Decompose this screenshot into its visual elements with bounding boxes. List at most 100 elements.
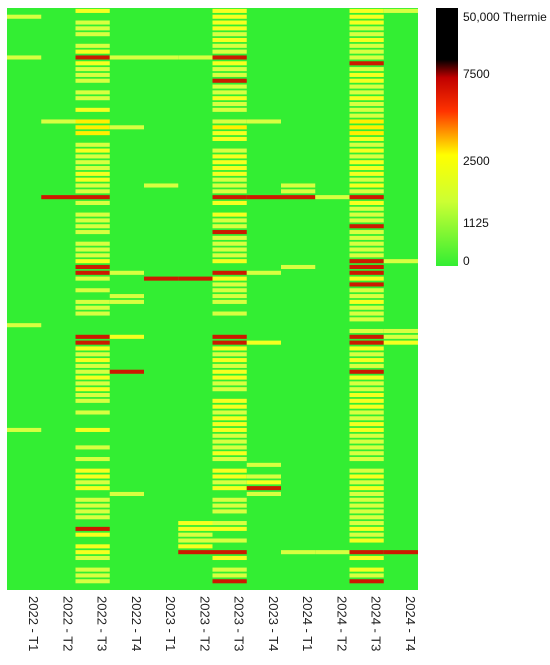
heatmap-cell — [212, 61, 247, 66]
heatmap-cell — [315, 195, 350, 200]
heatmap-cell — [212, 375, 247, 380]
heatmap-cell — [75, 32, 110, 37]
heatmap-cell — [212, 439, 247, 444]
heatmap-cell — [349, 363, 384, 368]
heatmap-cell — [212, 457, 247, 462]
heatmap-cell — [212, 218, 247, 223]
x-tick-labels: 2022 - T1 2022 - T2 2022 - T3 2022 - T4 2023… — [26, 596, 418, 651]
heatmap-cell — [75, 544, 110, 549]
heatmap-cell — [349, 369, 384, 374]
heatmap-cell — [212, 241, 247, 246]
heatmap-cell — [212, 433, 247, 438]
heatmap-cell — [109, 270, 144, 275]
heatmap-cell — [246, 474, 281, 479]
heatmap-cell — [75, 358, 110, 363]
x-tick-label: 2024 - T4 — [403, 596, 418, 651]
heatmap-cell — [75, 49, 110, 54]
heatmap-cell — [349, 183, 384, 188]
heatmap-cell — [212, 189, 247, 194]
heatmap-cell — [212, 486, 247, 491]
heatmap-cell — [212, 160, 247, 165]
heatmap-cell — [212, 352, 247, 357]
heatmap-cell — [349, 503, 384, 508]
heatmap-cell — [349, 206, 384, 211]
heatmap-cell — [144, 55, 179, 60]
heatmap-cell — [75, 497, 110, 502]
heatmap-cell — [349, 474, 384, 479]
heatmap-cell — [212, 299, 247, 304]
heatmap-cell — [349, 305, 384, 310]
heatmap-cell — [383, 8, 418, 13]
heatmap-cell — [349, 410, 384, 415]
heatmap-cell — [75, 410, 110, 415]
heatmap-cell — [212, 480, 247, 485]
heatmap-cell — [75, 125, 110, 130]
heatmap-cell — [178, 544, 213, 549]
heatmap-cell — [75, 107, 110, 112]
heatmap-cell — [349, 404, 384, 409]
heatmap-cell — [246, 486, 281, 491]
heatmap-cell — [75, 509, 110, 514]
heatmap-cell — [349, 200, 384, 205]
heatmap-cell — [212, 358, 247, 363]
heatmap-cell — [212, 55, 247, 60]
x-tick-label: 2024 - T1 — [300, 596, 315, 651]
heatmap-cell — [349, 282, 384, 287]
heatmap-cell — [75, 119, 110, 124]
heatmap-cell — [349, 427, 384, 432]
heatmap-cell — [383, 259, 418, 264]
heatmap-cell — [75, 43, 110, 48]
heatmap-cell — [349, 32, 384, 37]
heatmap-cell — [349, 90, 384, 95]
heatmap-cell — [349, 253, 384, 258]
heatmap-cell — [281, 195, 316, 200]
heatmap-cell — [212, 567, 247, 572]
heatmap-cell — [246, 270, 281, 275]
heatmap-cell — [178, 521, 213, 526]
heatmap-cell — [212, 468, 247, 473]
x-tick-label: 2022 - T1 — [26, 596, 41, 651]
heatmap-cell — [349, 224, 384, 229]
heatmap-cell — [349, 84, 384, 89]
heatmap-cell — [349, 550, 384, 555]
heatmap-cell — [349, 264, 384, 270]
heatmap-cell — [212, 363, 247, 368]
heatmap-cell — [212, 422, 247, 427]
colorbar-gradient — [436, 8, 458, 266]
heatmap-cell — [349, 480, 384, 485]
heatmap-cell — [246, 491, 281, 496]
heatmap-cell — [75, 264, 110, 270]
heatmap-cell — [212, 381, 247, 386]
heatmap-cell — [75, 555, 110, 561]
heatmap-cell — [349, 381, 384, 386]
heatmap-cell — [212, 43, 247, 48]
heatmap-cell — [349, 14, 384, 19]
heatmap-cell — [75, 259, 110, 264]
heatmap-cell — [212, 247, 247, 252]
heatmap-cell — [75, 96, 110, 101]
heatmap-cell — [75, 381, 110, 386]
heatmap-cell — [212, 474, 247, 479]
heatmap-cell — [349, 125, 384, 130]
heatmap-cell — [212, 195, 247, 200]
heatmap-cell — [349, 49, 384, 54]
heatmap-cell — [75, 532, 110, 537]
heatmap-cell — [75, 171, 110, 176]
x-tick-label: 2022 - T2 — [60, 596, 75, 651]
heatmap-cell — [75, 200, 110, 205]
heatmap-cell — [75, 503, 110, 508]
heatmap-cell — [212, 346, 247, 351]
heatmap-cell — [75, 230, 110, 235]
heatmap-cell — [75, 305, 110, 310]
heatmap-cell — [75, 142, 110, 147]
heatmap-cell — [109, 55, 144, 60]
heatmap-cell — [349, 573, 384, 578]
heatmap-cell — [349, 392, 384, 398]
heatmap-cell — [75, 26, 110, 31]
x-tick-label: 2023 - T3 — [232, 596, 247, 651]
heatmap-cell — [75, 276, 110, 281]
heatmap-cell — [349, 247, 384, 252]
heatmap-cell — [212, 555, 247, 561]
heatmap-cell — [75, 474, 110, 479]
heatmap-cell — [349, 61, 384, 66]
